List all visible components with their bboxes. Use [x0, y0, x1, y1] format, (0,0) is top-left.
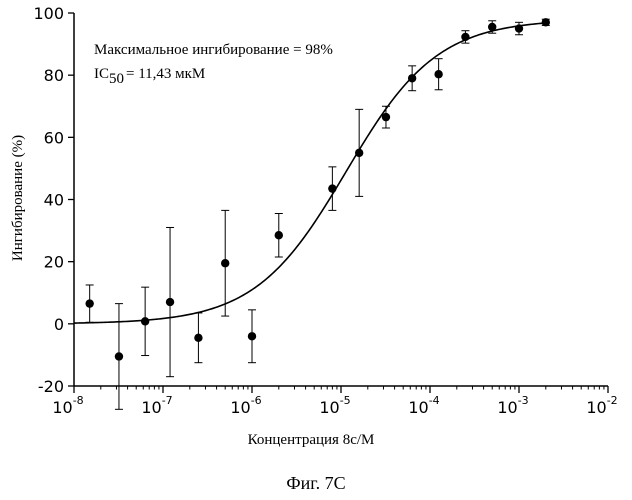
x-axis-label: Концентрация 8с/М	[248, 432, 375, 448]
x-tick-exponent: -3	[518, 394, 529, 407]
x-tick-base: 10	[586, 398, 606, 417]
y-tick-label: 20	[44, 253, 64, 272]
x-tick-label: 10-5	[319, 394, 350, 417]
data-point	[434, 70, 442, 78]
data-point	[221, 259, 229, 267]
annotation-ic-sub: 50	[109, 71, 124, 87]
y-tick-label: -20	[38, 377, 64, 396]
annotation-max-inhibition: Максимальное ингибирование = 98%	[94, 42, 333, 58]
data-point	[141, 317, 149, 325]
annotation-ic-rest: = 11,43 мкМ	[126, 66, 205, 82]
figure-caption: Фиг. 7С	[286, 473, 345, 493]
y-tick-label: 80	[44, 66, 64, 85]
data-point	[275, 231, 283, 239]
data-point	[85, 299, 93, 307]
data-point	[542, 18, 550, 26]
data-point	[328, 184, 336, 192]
y-tick-label: 100	[33, 4, 64, 23]
x-tick-base: 10	[141, 398, 161, 417]
data-point	[115, 352, 123, 360]
data-point	[515, 24, 523, 32]
x-tick-exponent: -7	[162, 394, 173, 407]
data-point	[166, 298, 174, 306]
data-point	[194, 334, 202, 342]
x-tick-label: 10-6	[230, 394, 261, 417]
x-tick-exponent: -4	[429, 394, 440, 407]
x-tick-base: 10	[319, 398, 339, 417]
x-tick-label: 10-7	[141, 394, 172, 417]
y-tick-label: 0	[54, 315, 64, 334]
data-point	[382, 113, 390, 121]
x-tick-exponent: -6	[251, 394, 262, 407]
x-tick-base: 10	[230, 398, 250, 417]
x-tick-exponent: -8	[73, 394, 84, 407]
data-point	[461, 33, 469, 41]
x-tick-base: 10	[408, 398, 428, 417]
annotation-ic-prefix: IC	[94, 66, 109, 82]
x-tick-exponent: -5	[340, 394, 351, 407]
x-tick-exponent: -2	[607, 394, 618, 407]
x-tick-label: 10-4	[408, 394, 439, 417]
x-tick-base: 10	[52, 398, 72, 417]
y-axis-label: Ингибирование (%)	[10, 135, 26, 261]
data-point	[248, 332, 256, 340]
annotation-ic50: IC50= 11,43 мкМ	[94, 66, 205, 87]
data-point	[488, 23, 496, 31]
x-tick-label: 10-8	[52, 394, 83, 417]
y-tick-label: 40	[44, 191, 64, 210]
data-point	[408, 74, 416, 82]
data-point	[355, 149, 363, 157]
y-tick-label: 60	[44, 128, 64, 147]
x-tick-label: 10-3	[497, 394, 528, 417]
x-tick-base: 10	[497, 398, 517, 417]
x-tick-label: 10-2	[586, 394, 617, 417]
